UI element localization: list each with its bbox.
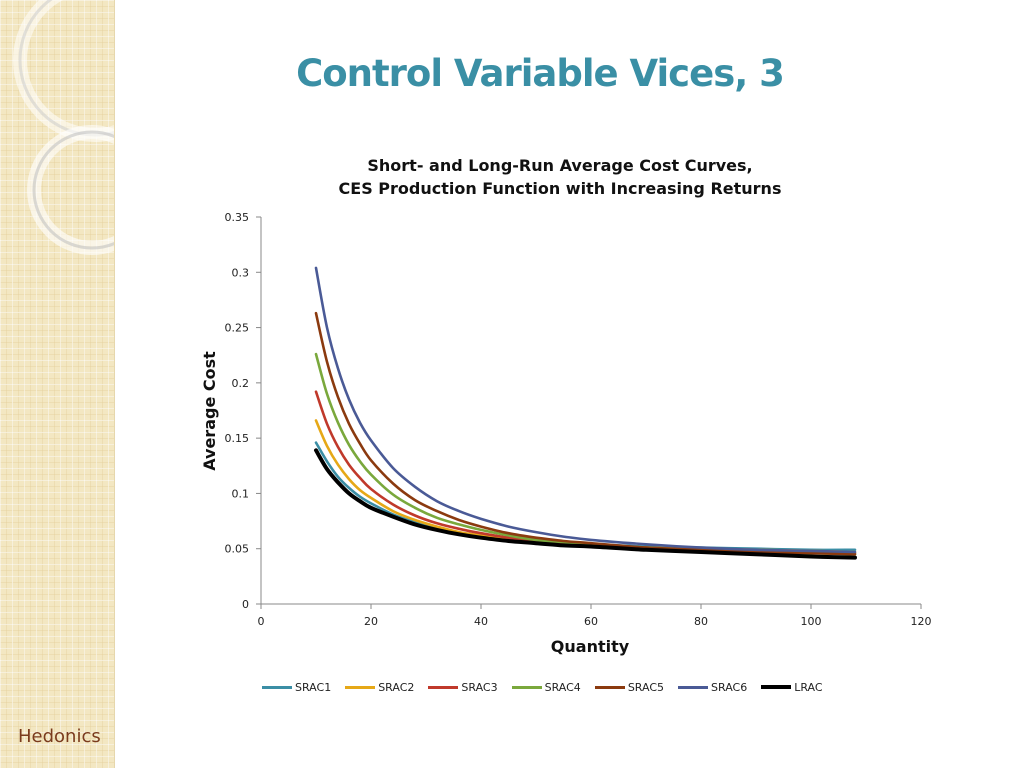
legend-label: SRAC2 [378,680,415,694]
legend-item-srac6: SRAC6 [678,681,747,694]
legend-label: SRAC6 [711,680,748,694]
y-tick-label: 0.15 [225,432,250,445]
legend-label: SRAC4 [544,680,581,694]
legend-swatch [511,685,542,689]
legend-label: SRAC3 [461,680,498,694]
chart-title-block: Short- and Long-Run Average Cost Curves,… [300,154,820,200]
legend-label: SRAC1 [295,680,332,694]
x-tick-label: 20 [364,615,378,628]
chart-subtitle: CES Production Function with Increasing … [338,179,782,198]
legend-item-srac4: SRAC4 [511,680,581,694]
legend-label: LRAC [794,680,823,694]
x-tick-label: 60 [584,615,598,628]
y-tick-label: 0.25 [225,322,250,335]
chart-title: Short- and Long-Run Average Cost Curves, [367,156,753,175]
y-tick-label: 0.1 [232,487,250,500]
slide-title: Control Variable Vices, 3 [296,52,785,95]
legend-swatch [678,685,709,689]
legend-label: SRAC5 [627,680,665,694]
legend-item-srac1: SRAC1 [262,681,331,694]
x-tick-label: 40 [474,615,488,628]
legend-swatch [428,685,459,689]
y-tick-label: 0.35 [225,211,250,224]
x-tick-label: 100 [801,615,822,628]
legend-swatch [761,685,792,689]
decorative-sidebar: Hedonics [0,0,115,768]
y-tick-label: 0.3 [232,266,250,279]
series-line-srac5 [314,311,857,556]
chart-legend: SRAC1 SRAC2 SRAC3 SRAC4 SRAC5 SRAC6 LRAC [262,678,823,696]
legend-item-srac2: SRAC2 [345,681,414,694]
legend-swatch [262,685,292,689]
x-tick-label: 0 [258,615,265,628]
legend-swatch [345,685,376,689]
x-tick-label: 80 [694,615,708,628]
series-line-srac4 [314,352,857,556]
series-line-lrac [314,448,857,560]
legend-item-srac5: SRAC5 [594,680,665,694]
y-axis-label: Average Cost [200,351,219,471]
y-tick-label: 0.2 [232,377,250,390]
x-tick-label: 120 [911,615,932,628]
sidebar-ring-decoration [13,0,114,255]
legend-item-srac3: SRAC3 [428,680,498,694]
x-axis-label: Quantity [551,637,630,656]
y-tick-label: 0.05 [225,543,250,556]
y-tick-label: 0 [242,598,249,611]
legend-swatch [594,685,625,689]
legend-item-lrac: LRAC [761,680,823,694]
footer-label: Hedonics [18,726,101,747]
series-line-srac6 [314,266,857,554]
